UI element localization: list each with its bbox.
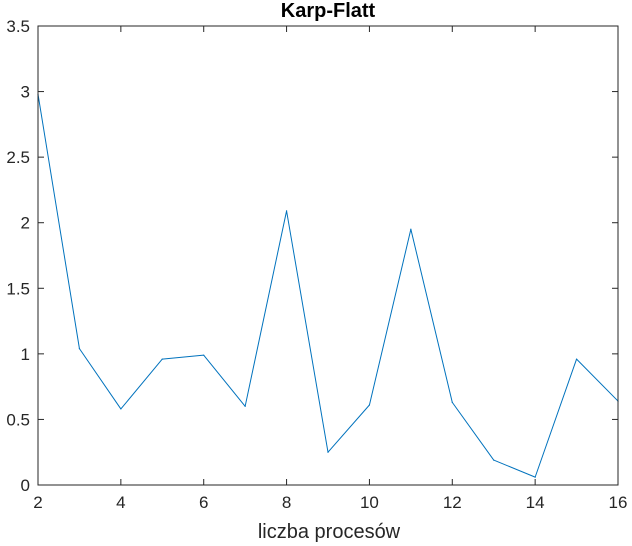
data-point — [285, 210, 288, 212]
data-point — [120, 408, 122, 410]
plot-area — [38, 26, 618, 485]
data-point — [244, 405, 246, 407]
data-point — [534, 476, 536, 478]
y-tick-label: 1 — [21, 345, 30, 364]
data-point — [203, 354, 205, 356]
data-point — [493, 459, 495, 461]
axes-box — [37, 25, 619, 486]
data-point — [161, 358, 163, 360]
x-tick-label: 12 — [443, 493, 462, 512]
y-tick-label: 2.5 — [6, 148, 30, 167]
y-ticks: 0 0.5 1 1.5 2 2.5 3 3.5 — [6, 17, 618, 495]
y-tick-label: 1.5 — [6, 279, 30, 298]
y-tick-label: 3.5 — [6, 17, 30, 36]
x-tick-label: 4 — [116, 493, 125, 512]
y-tick-label: 3 — [21, 83, 30, 102]
data-point — [78, 348, 81, 350]
data-point — [368, 404, 371, 406]
x-tick-label: 14 — [526, 493, 545, 512]
x-ticks: 2 4 6 8 10 12 14 16 — [33, 26, 627, 512]
data-point — [575, 358, 578, 360]
x-axis-title: liczba procesów — [258, 521, 401, 543]
x-tick-label: 16 — [609, 493, 628, 512]
x-tick-label: 6 — [199, 493, 208, 512]
data-point — [410, 228, 412, 230]
y-tick-label: 0 — [21, 476, 30, 495]
x-tick-label: 10 — [360, 493, 379, 512]
y-tick-label: 2 — [21, 214, 30, 233]
x-tick-label: 2 — [33, 493, 42, 512]
x-tick-label: 8 — [282, 493, 291, 512]
chart-title: Karp-Flatt — [281, 0, 376, 22]
data-point — [451, 401, 453, 403]
data-point — [327, 451, 329, 453]
y-tick-label: 0.5 — [6, 410, 30, 429]
